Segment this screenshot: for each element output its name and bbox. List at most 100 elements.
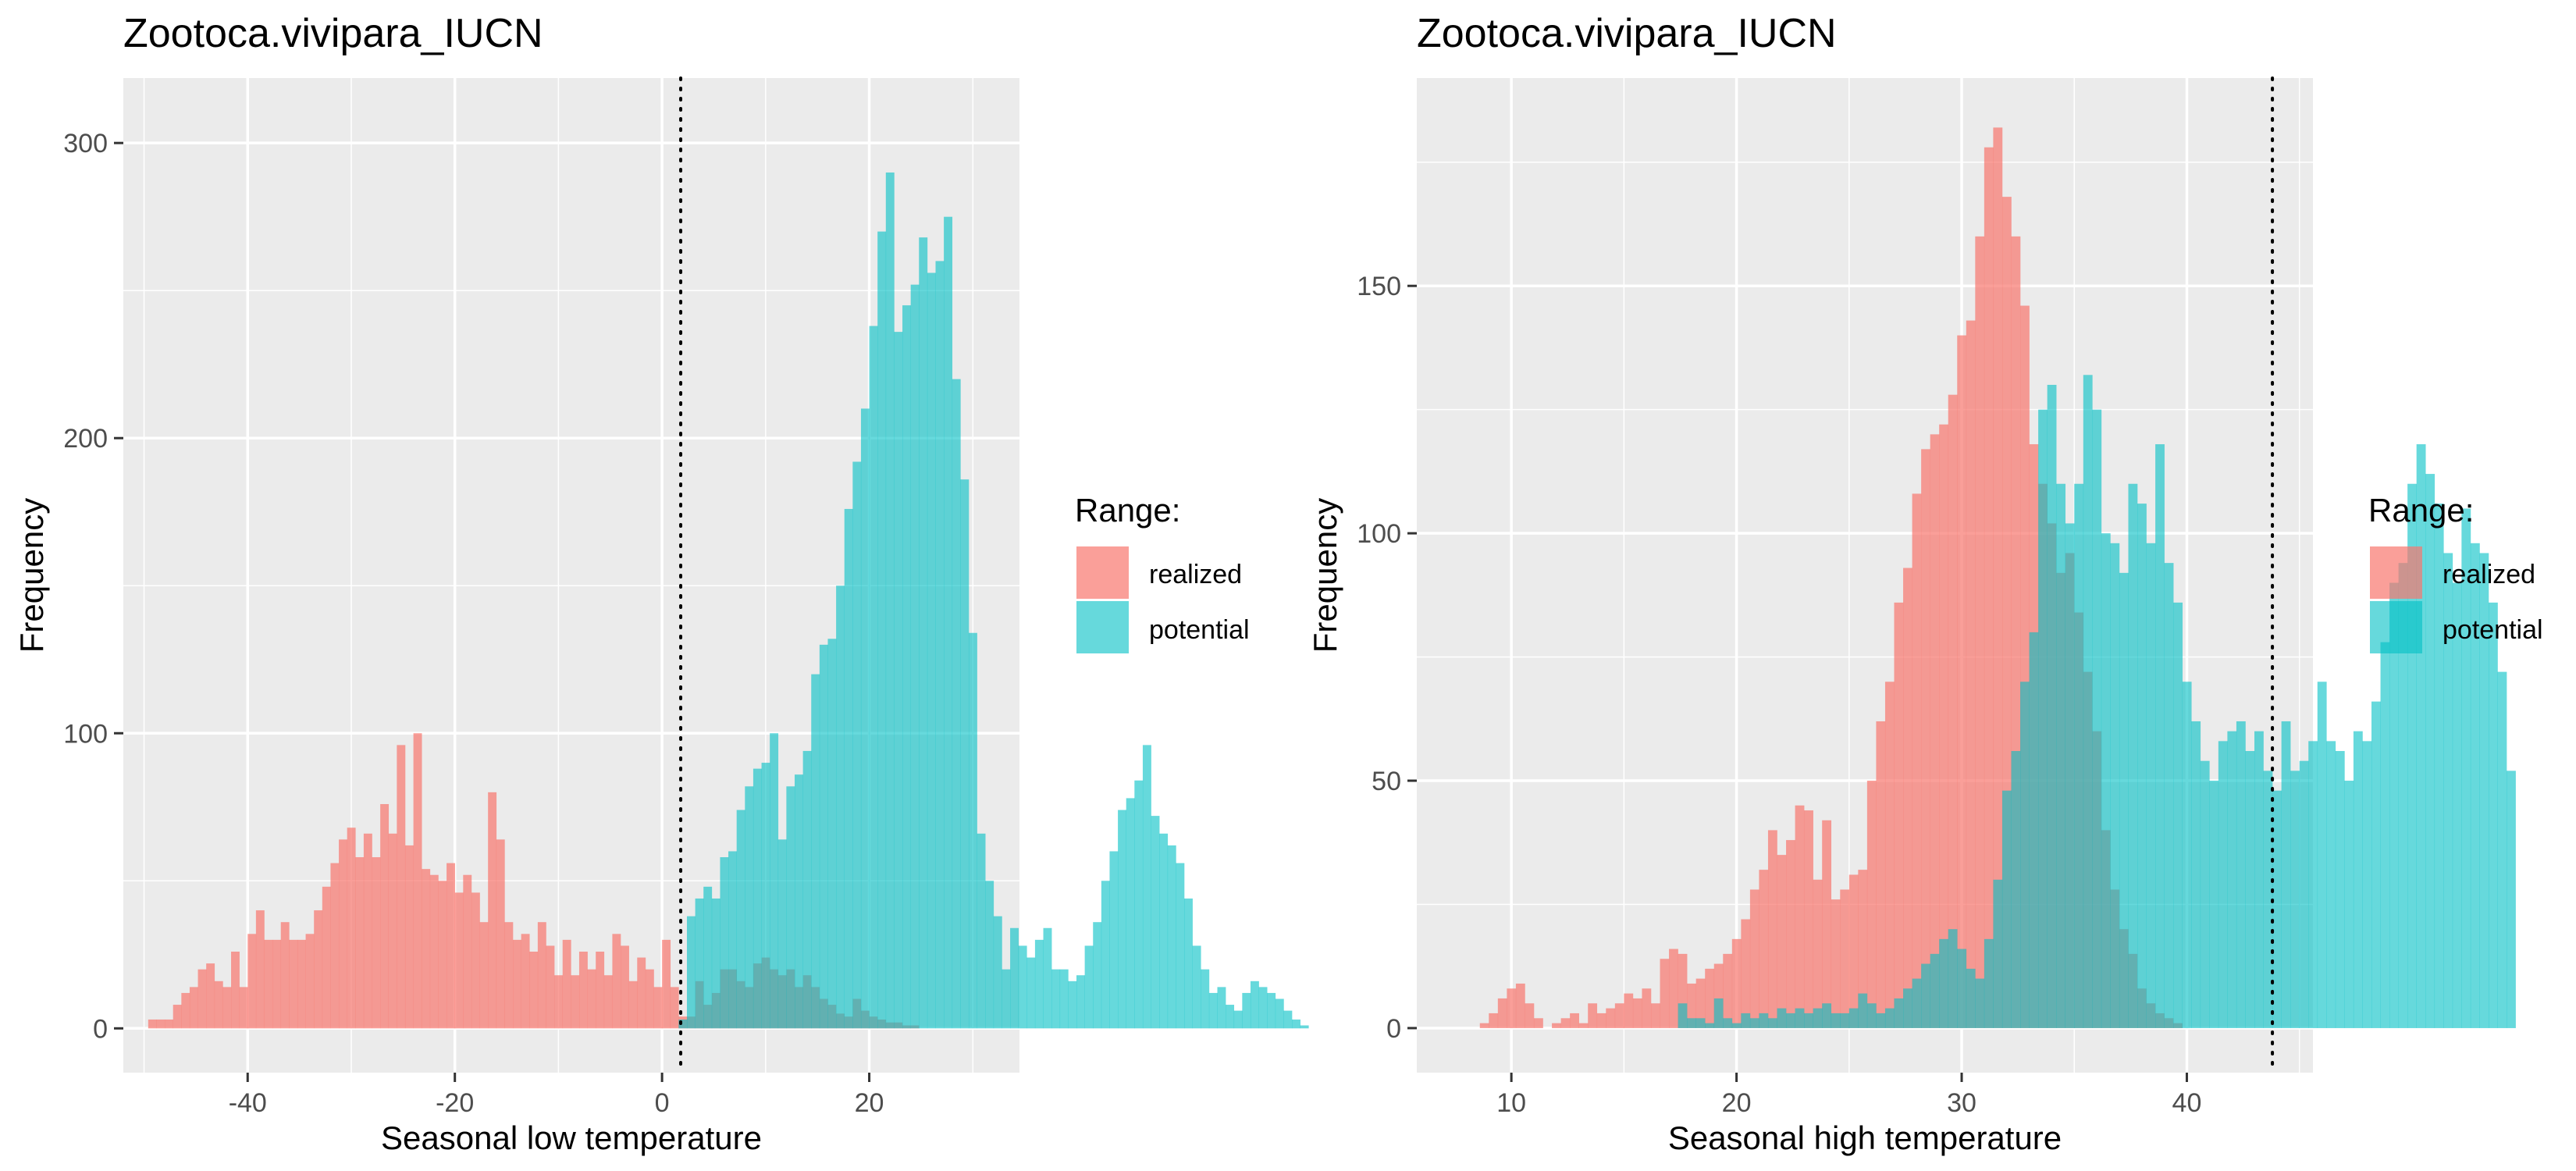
bar-realized	[1525, 1003, 1535, 1028]
bar-potential	[827, 639, 837, 1029]
bar-potential	[1731, 1023, 1742, 1028]
bar-potential	[811, 674, 820, 1029]
x-tick-label: 0	[655, 1088, 670, 1118]
bar-realized	[513, 939, 521, 1029]
bar-potential	[2371, 701, 2381, 1028]
bar-realized	[471, 892, 480, 1029]
bar-potential	[2083, 375, 2093, 1028]
bar-potential	[2227, 731, 2237, 1028]
bar-potential	[2443, 553, 2453, 1028]
bar-realized	[1966, 320, 1976, 1028]
y-tick-label: 200	[63, 424, 108, 454]
bar-realized	[197, 969, 207, 1029]
bar-realized	[206, 963, 215, 1029]
x-tick-label: 20	[855, 1088, 884, 1118]
bar-realized	[603, 975, 613, 1029]
bar-potential	[927, 272, 936, 1029]
bar-realized	[388, 833, 397, 1029]
bar-potential	[1687, 1018, 1696, 1028]
bar-potential	[844, 508, 853, 1029]
bar-potential	[2497, 671, 2507, 1028]
bar-potential	[2389, 582, 2399, 1028]
bar-realized	[488, 792, 497, 1029]
bar-realized	[645, 969, 654, 1029]
legend: Range: realized potential	[2368, 492, 2543, 653]
bar-realized	[1497, 998, 1507, 1028]
bar-potential	[952, 379, 961, 1029]
y-tick-label: 100	[63, 719, 108, 749]
bar-realized	[1678, 953, 1688, 1028]
bar-potential	[2128, 483, 2138, 1028]
bar-realized	[628, 981, 638, 1029]
bar-potential	[2146, 543, 2156, 1028]
bar-potential	[2416, 444, 2426, 1028]
bar-potential	[2362, 741, 2372, 1028]
bar-realized	[1705, 968, 1715, 1028]
bar-potential	[944, 216, 953, 1029]
bar-realized	[1489, 1013, 1499, 1028]
y-axis-title: Frequency	[1307, 498, 1343, 653]
bar-realized	[1578, 1023, 1589, 1028]
bar-potential	[1109, 851, 1119, 1029]
bar-realized	[1660, 959, 1670, 1028]
bar-realized	[562, 939, 571, 1029]
bar-potential	[2236, 721, 2246, 1028]
bar-potential	[885, 172, 895, 1029]
bar-realized	[1731, 938, 1742, 1028]
x-tick-label: -20	[436, 1088, 474, 1118]
bar-potential	[1010, 927, 1019, 1029]
bar-potential	[1084, 945, 1094, 1029]
legend-title: Range:	[2368, 492, 2474, 529]
bar-potential	[2020, 682, 2030, 1028]
bar-potential	[1723, 1018, 1733, 1028]
bar-potential	[2110, 543, 2120, 1028]
bar-potential	[1300, 1025, 1309, 1029]
bar-realized	[554, 975, 564, 1029]
bar-realized	[1533, 1018, 1543, 1028]
bar-potential	[819, 644, 828, 1029]
x-tick-label: 20	[1722, 1088, 1752, 1118]
bar-realized	[1894, 602, 1904, 1028]
bar-realized	[363, 833, 372, 1029]
bar-potential	[1921, 963, 1930, 1028]
bar-realized	[222, 987, 232, 1029]
bar-realized	[662, 939, 671, 1029]
chart-title: Zootoca.vivipara_IUCN	[1417, 11, 1837, 56]
bar-potential	[2317, 682, 2327, 1028]
bar-realized	[2011, 236, 2021, 1028]
x-tick-label: 30	[1947, 1088, 1976, 1118]
bar-realized	[404, 845, 414, 1029]
y-axis-title: Frequency	[13, 498, 50, 653]
bar-potential	[1043, 927, 1052, 1029]
bar-potential	[720, 857, 729, 1029]
bar-potential	[1741, 1013, 1751, 1028]
bar-realized	[355, 857, 365, 1029]
bar-potential	[1984, 938, 1994, 1028]
bar-realized	[1884, 682, 1895, 1028]
bar-realized	[637, 957, 646, 1029]
legend-key-realized	[2370, 546, 2422, 599]
bar-potential	[1786, 1013, 1795, 1028]
bar-realized	[612, 934, 621, 1029]
bar-realized	[1614, 1003, 1624, 1028]
bar-realized	[463, 874, 472, 1029]
bar-potential	[1018, 945, 1027, 1029]
bar-potential	[1059, 969, 1069, 1029]
bar-potential	[1957, 949, 1967, 1028]
bar-potential	[2461, 508, 2471, 1028]
bar-realized	[305, 934, 315, 1029]
bar-realized	[504, 922, 514, 1029]
bar-realized	[1632, 998, 1642, 1028]
bar-realized	[214, 981, 223, 1029]
bar-potential	[1939, 938, 1949, 1028]
bar-potential	[2164, 563, 2174, 1028]
bar-potential	[2507, 771, 2516, 1028]
bar-realized	[413, 733, 422, 1029]
bar-potential	[1226, 1005, 1235, 1029]
bar-potential	[1076, 975, 1085, 1029]
bar-realized	[255, 910, 265, 1029]
bar-potential	[2488, 602, 2498, 1028]
bar-realized	[372, 857, 381, 1029]
legend-title: Range:	[1075, 492, 1180, 529]
